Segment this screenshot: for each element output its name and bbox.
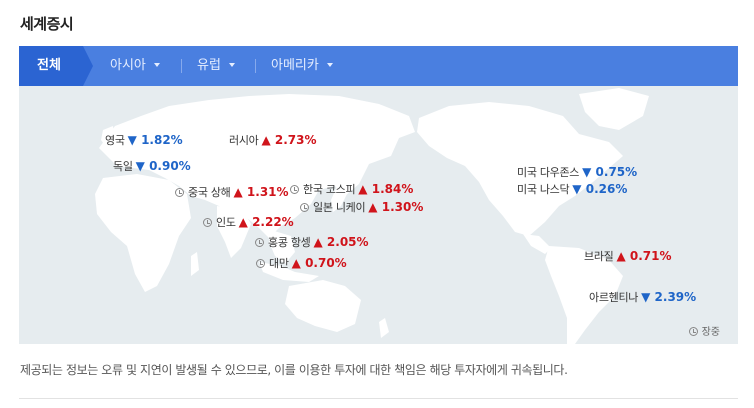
region-tabs: 전체 아시아 유럽 아메리카 (19, 46, 738, 86)
clock-icon (290, 184, 299, 194)
market-india[interactable]: 인도 ▲ 2.22% (203, 214, 294, 230)
market-germany[interactable]: 독일 ▼ 0.90% (113, 158, 191, 174)
tab-divider (255, 59, 256, 73)
market-change-value: 1.30% (381, 200, 424, 214)
up-arrow-icon: ▲ (368, 200, 378, 214)
chevron-down-icon (228, 62, 235, 67)
up-arrow-icon: ▲ (616, 249, 626, 263)
clock-icon (256, 258, 265, 268)
market-china-shanghai[interactable]: 중국 상해 ▲ 1.31% (175, 184, 289, 200)
market-change: ▲ 2.73% (261, 133, 316, 147)
market-uk[interactable]: 영국 ▼ 1.82% (105, 132, 183, 148)
market-change: ▼ 2.39% (641, 290, 696, 304)
market-change-value: 2.39% (654, 290, 697, 304)
market-us-dowjones[interactable]: 미국 다우존스 ▼ 0.75% (517, 164, 637, 180)
up-arrow-icon: ▲ (358, 182, 368, 196)
market-hongkong-hangseng[interactable]: 홍콩 항셍 ▲ 2.05% (255, 234, 369, 250)
clock-icon (175, 187, 184, 197)
intraday-legend: 장중 (688, 323, 720, 338)
market-change: ▲ 1.84% (358, 182, 413, 196)
down-arrow-icon: ▼ (572, 182, 582, 196)
tab-asia[interactable]: 아시아 (110, 46, 160, 86)
down-arrow-icon: ▼ (582, 165, 592, 179)
market-korea-kospi[interactable]: 한국 코스피 ▲ 1.84% (290, 181, 413, 197)
tab-europe[interactable]: 유럽 (197, 46, 235, 86)
tab-asia-label: 아시아 (110, 58, 146, 73)
world-map: 영국 ▼ 1.82% 러시아 ▲ 2.73% 독일 ▼ 0.90% 중국 상해 ▲ 1.… (19, 86, 738, 344)
down-arrow-icon: ▼ (127, 133, 137, 147)
chevron-down-icon (153, 62, 160, 67)
up-arrow-icon: ▲ (233, 185, 243, 199)
market-change: ▼ 0.26% (572, 182, 627, 196)
market-change-value: 2.05% (326, 235, 369, 249)
market-name: 러시아 (229, 134, 259, 147)
market-name: 아르헨티나 (589, 291, 639, 304)
market-change: ▲ 0.70% (292, 256, 347, 270)
market-name: 브라질 (584, 250, 614, 263)
market-change-value: 2.22% (252, 215, 294, 229)
market-name: 독일 (113, 160, 133, 173)
section-title: 세계증시 (20, 15, 74, 33)
up-arrow-icon: ▲ (238, 215, 248, 229)
tab-all[interactable]: 전체 (19, 46, 83, 86)
market-change-value: 1.31% (246, 185, 289, 199)
market-russia[interactable]: 러시아 ▲ 2.73% (229, 132, 317, 148)
tab-americas-label: 아메리카 (271, 58, 319, 73)
market-change-value: 0.70% (305, 256, 347, 270)
market-change: ▲ 2.05% (313, 235, 368, 249)
market-change-value: 0.71% (629, 249, 672, 263)
clock-icon (688, 326, 698, 336)
market-change-value: 1.82% (141, 133, 183, 147)
clock-icon (255, 237, 264, 247)
market-change: ▲ 1.31% (233, 185, 288, 199)
chevron-down-icon (326, 62, 333, 67)
market-name: 대만 (269, 257, 289, 270)
world-map-landmass (95, 88, 649, 344)
market-name: 영국 (105, 134, 125, 147)
legend-text: 장중 (701, 327, 720, 338)
market-argentina[interactable]: 아르헨티나 ▼ 2.39% (589, 289, 696, 305)
market-change-value: 2.73% (274, 133, 317, 147)
market-change-value: 0.26% (585, 182, 628, 196)
up-arrow-icon: ▲ (313, 235, 323, 249)
up-arrow-icon: ▲ (291, 256, 301, 270)
market-name: 일본 니케이 (313, 201, 366, 214)
market-change-value: 1.84% (371, 182, 414, 196)
market-change-value: 0.75% (595, 165, 638, 179)
down-arrow-icon: ▼ (641, 290, 651, 304)
market-change: ▼ 0.90% (136, 159, 191, 173)
clock-icon (203, 217, 212, 227)
market-change: ▼ 0.75% (582, 165, 637, 179)
market-name: 중국 상해 (188, 186, 231, 199)
market-name: 홍콩 항셍 (268, 236, 311, 249)
market-change: ▼ 1.82% (128, 133, 183, 147)
up-arrow-icon: ▲ (261, 133, 271, 147)
tab-europe-label: 유럽 (197, 58, 221, 73)
active-tab-arrow (83, 46, 93, 86)
market-us-nasdaq[interactable]: 미국 나스닥 ▼ 0.26% (517, 181, 627, 197)
clock-icon (300, 202, 309, 212)
tab-americas[interactable]: 아메리카 (271, 46, 333, 86)
divider (19, 398, 738, 399)
market-name: 인도 (216, 216, 236, 229)
market-name: 한국 코스피 (303, 183, 356, 196)
market-change: ▲ 1.30% (368, 200, 423, 214)
tab-divider (181, 59, 182, 73)
market-brazil[interactable]: 브라질 ▲ 0.71% (584, 248, 672, 264)
disclaimer-text: 제공되는 정보는 오류 및 지연이 발생될 수 있으므로, 이를 이용한 투자에… (20, 363, 568, 377)
down-arrow-icon: ▼ (135, 159, 145, 173)
market-change-value: 0.90% (149, 159, 191, 173)
market-name: 미국 나스닥 (517, 183, 570, 196)
market-change: ▲ 2.22% (239, 215, 294, 229)
market-change: ▲ 0.71% (616, 249, 671, 263)
market-taiwan[interactable]: 대만 ▲ 0.70% (256, 255, 347, 271)
market-japan-nikkei[interactable]: 일본 니케이 ▲ 1.30% (300, 199, 423, 215)
market-name: 미국 다우존스 (517, 166, 580, 179)
